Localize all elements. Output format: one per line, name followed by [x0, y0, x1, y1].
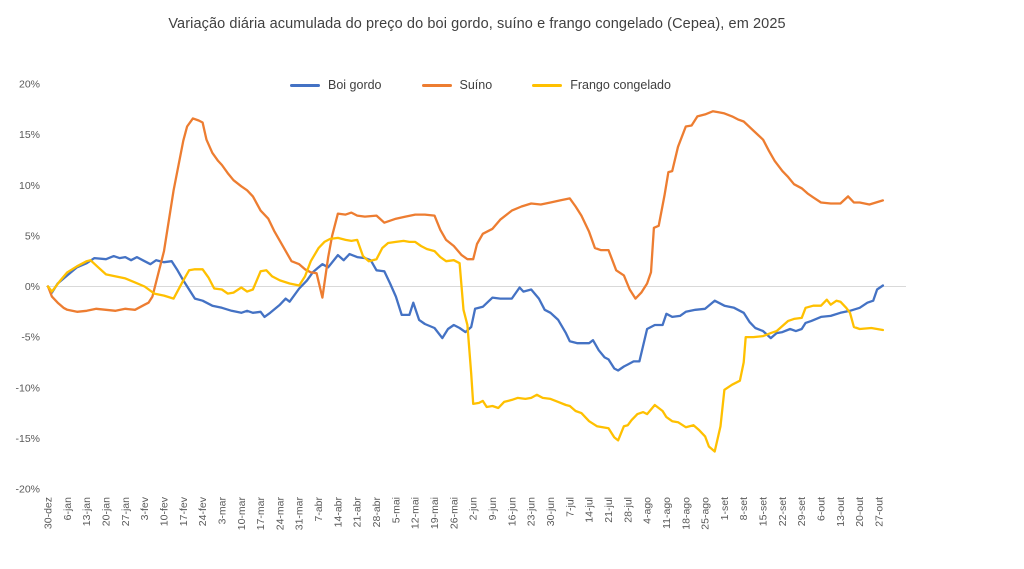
x-axis-tick-label: 10-fev: [158, 496, 170, 526]
x-axis-tick-label: 27-jan: [120, 497, 132, 526]
x-axis-tick-label: 4-ago: [642, 497, 654, 524]
x-axis-tick-label: 31-mar: [294, 497, 306, 531]
x-axis-tick-label: 22-set: [777, 497, 789, 526]
legend-label-frango-congelado: Frango congelado: [570, 78, 671, 92]
x-axis-tick-label: 23-jun: [526, 497, 538, 526]
x-axis-tick-label: 20-out: [854, 497, 866, 527]
x-axis-tick-label: 7-abr: [313, 497, 325, 522]
x-axis-tick-label: 30-dez: [43, 497, 55, 529]
series-line-suino: [46, 110, 885, 313]
chart-legend: Boi gordo Suíno Frango congelado: [290, 78, 671, 92]
x-axis-tick-label: 6-jan: [62, 497, 74, 521]
y-axis-tick-label: 5%: [25, 230, 40, 242]
x-axis-tick-label: 13-jan: [81, 497, 93, 526]
y-axis-tick-label: 20%: [19, 79, 40, 91]
legend-label-boi-gordo: Boi gordo: [328, 78, 382, 92]
x-axis-tick-label: 25-ago: [700, 497, 712, 530]
legend-label-suino: Suíno: [459, 78, 493, 92]
x-axis-tick-label: 20-jan: [100, 497, 112, 526]
legend-item-frango-congelado: Frango congelado: [532, 78, 671, 92]
x-axis-tick-label: 6-out: [816, 497, 828, 521]
x-axis-tick-label: 15-set: [758, 497, 770, 526]
x-axis-tick-label: 16-jun: [506, 497, 518, 526]
x-axis-tick-label: 14-jul: [584, 497, 596, 523]
x-axis-tick-label: 26-mai: [448, 497, 460, 529]
x-axis-tick-label: 24-mar: [274, 497, 286, 531]
x-axis-tick-label: 28-abr: [371, 497, 383, 528]
x-axis-tick-label: 30-jun: [545, 497, 557, 526]
x-axis-tick-label: 11-ago: [661, 497, 673, 529]
x-axis-tick-label: 21-jul: [603, 497, 615, 523]
legend-line-swatch-frango-congelado: [532, 83, 563, 87]
x-axis-tick-label: 27-out: [874, 497, 886, 527]
series-line-boi-gordo: [46, 252, 885, 372]
x-axis-tick-label: 3-fev: [139, 496, 151, 520]
x-axis-tick-label: 28-jul: [622, 497, 634, 523]
x-axis-tick-label: 10-mar: [236, 497, 248, 531]
x-axis-tick-label: 1-set: [719, 497, 731, 520]
y-axis-tick-label: 10%: [19, 180, 40, 192]
legend-line-swatch-boi-gordo: [290, 83, 320, 87]
legend-item-boi-gordo: Boi gordo: [290, 78, 382, 92]
legend-item-suino: Suíno: [421, 78, 493, 92]
y-axis-tick-label: -20%: [15, 484, 40, 496]
x-axis-tick-label: 29-set: [796, 497, 808, 526]
x-axis-tick-label: 17-mar: [255, 497, 267, 531]
series-line-frango-congelado: [46, 236, 885, 453]
y-axis-tick-label: -15%: [15, 433, 40, 445]
legend-line-swatch-suino: [421, 83, 452, 87]
y-axis-tick-label: -10%: [15, 382, 40, 394]
x-axis-tick-label: 8-set: [738, 497, 750, 520]
x-axis-tick-label: 9-jun: [487, 497, 499, 521]
x-axis-tick-label: 24-fev: [197, 496, 209, 526]
x-axis-tick-label: 5-mai: [390, 497, 402, 523]
x-axis-tick-label: 17-fev: [178, 496, 190, 526]
x-axis-tick-label: 2-jun: [468, 497, 480, 521]
chart-title: Variação diária acumulada do preço do bo…: [168, 16, 786, 32]
x-axis-tick-label: 7-jul: [564, 497, 576, 517]
x-axis-tick-label: 3-mar: [216, 496, 228, 524]
x-axis-tick-label: 18-ago: [680, 497, 692, 530]
x-axis-tick-label: 13-out: [835, 497, 847, 527]
y-axis-tick-label: 0%: [25, 281, 40, 293]
x-axis-tick-label: 14-abr: [332, 497, 344, 528]
y-axis-tick-label: 15%: [19, 129, 40, 141]
x-axis-tick-label: 12-mai: [410, 497, 422, 529]
x-axis-tick-label: 19-mai: [429, 497, 441, 529]
x-axis-tick-label: 21-abr: [352, 497, 364, 528]
y-axis-tick-label: -5%: [21, 332, 40, 344]
